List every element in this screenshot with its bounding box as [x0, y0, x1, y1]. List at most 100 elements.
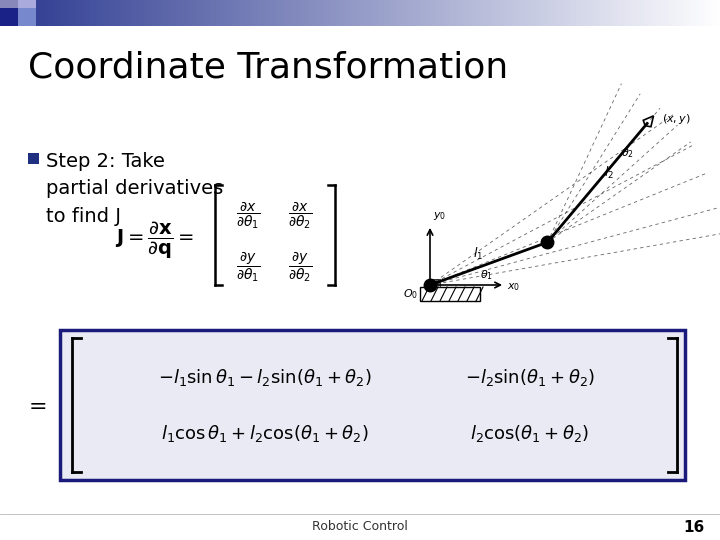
Bar	[446, 0, 450, 26]
Bar	[41, 0, 44, 26]
Bar	[696, 0, 699, 26]
Bar	[233, 0, 236, 26]
Text: $l_2\cos(\theta_1+\theta_2)$: $l_2\cos(\theta_1+\theta_2)$	[470, 422, 590, 443]
Bar	[218, 0, 222, 26]
Bar	[22, 0, 25, 26]
Bar	[684, 0, 688, 26]
Bar	[0, 8, 18, 26]
Bar	[576, 0, 580, 26]
Bar	[624, 0, 627, 26]
Bar	[698, 0, 702, 26]
Bar	[245, 0, 248, 26]
Bar	[271, 0, 274, 26]
Bar	[202, 0, 205, 26]
Bar	[667, 0, 670, 26]
Bar	[77, 0, 80, 26]
Bar	[79, 0, 83, 26]
Bar	[713, 0, 716, 26]
Bar	[547, 0, 551, 26]
Bar	[358, 0, 361, 26]
Bar	[437, 0, 440, 26]
Bar	[185, 0, 188, 26]
Bar	[538, 0, 541, 26]
Bar	[377, 0, 380, 26]
Bar	[540, 0, 544, 26]
Bar	[650, 0, 654, 26]
Bar	[81, 0, 85, 26]
Bar	[405, 0, 409, 26]
Bar	[567, 0, 570, 26]
Bar	[189, 0, 193, 26]
Bar	[319, 0, 323, 26]
Bar	[564, 0, 567, 26]
Bar	[706, 0, 709, 26]
Bar	[106, 0, 109, 26]
Text: $x_0$: $x_0$	[507, 281, 521, 293]
Bar	[288, 0, 292, 26]
Bar	[355, 0, 359, 26]
Bar	[94, 0, 97, 26]
Bar	[444, 0, 447, 26]
Bar	[612, 0, 616, 26]
Bar	[430, 0, 433, 26]
Bar	[153, 0, 157, 26]
Bar	[14, 0, 18, 26]
Bar	[286, 0, 289, 26]
Bar	[180, 0, 184, 26]
Bar	[230, 0, 234, 26]
Bar	[221, 0, 224, 26]
Bar	[523, 0, 526, 26]
Bar	[146, 0, 150, 26]
Bar	[122, 0, 126, 26]
Text: $\dfrac{\partial x}{\partial \theta_2}$: $\dfrac{\partial x}{\partial \theta_2}$	[288, 199, 312, 231]
Bar	[247, 0, 251, 26]
Bar	[223, 0, 227, 26]
Bar	[410, 0, 414, 26]
Bar	[290, 0, 294, 26]
Bar	[672, 0, 675, 26]
Bar	[235, 0, 238, 26]
Text: $l_1\cos\theta_1 + l_2\cos(\theta_1+\theta_2)$: $l_1\cos\theta_1 + l_2\cos(\theta_1+\the…	[161, 422, 369, 443]
Bar	[322, 0, 325, 26]
Text: $\mathbf{J} = \dfrac{\partial \mathbf{x}}{\partial \mathbf{q}} = $: $\mathbf{J} = \dfrac{\partial \mathbf{x}…	[115, 219, 194, 260]
Bar	[648, 0, 652, 26]
Bar	[631, 0, 634, 26]
Bar	[281, 0, 284, 26]
Text: Step 2: Take
partial derivatives
to find J: Step 2: Take partial derivatives to find…	[46, 152, 223, 226]
Bar	[502, 0, 505, 26]
Bar	[28, 153, 39, 164]
Bar	[441, 0, 445, 26]
Text: $O_0$: $O_0$	[403, 287, 418, 301]
Bar	[194, 0, 198, 26]
Text: $l_2$: $l_2$	[604, 165, 614, 181]
Bar	[379, 0, 382, 26]
Bar	[403, 0, 407, 26]
Bar	[387, 0, 390, 26]
Bar	[482, 0, 486, 26]
Bar	[130, 0, 133, 26]
Bar	[348, 0, 351, 26]
Bar	[45, 0, 49, 26]
Bar	[144, 0, 148, 26]
Bar	[293, 0, 296, 26]
Bar	[110, 0, 114, 26]
Bar	[38, 0, 42, 26]
Bar	[389, 0, 392, 26]
Bar	[432, 279, 440, 287]
Bar	[266, 0, 270, 26]
Bar	[477, 0, 481, 26]
Bar	[60, 0, 63, 26]
Text: $\dfrac{\partial y}{\partial \theta_2}$: $\dfrac{\partial y}{\partial \theta_2}$	[288, 249, 312, 285]
Bar	[516, 0, 519, 26]
Bar	[173, 0, 176, 26]
Bar	[449, 0, 452, 26]
Bar	[518, 0, 522, 26]
Bar	[521, 0, 524, 26]
Bar	[689, 0, 692, 26]
Text: $\theta_1$: $\theta_1$	[480, 268, 493, 282]
Bar	[197, 0, 200, 26]
Bar	[459, 0, 462, 26]
Bar	[434, 0, 438, 26]
Bar	[574, 0, 577, 26]
Bar	[578, 0, 582, 26]
